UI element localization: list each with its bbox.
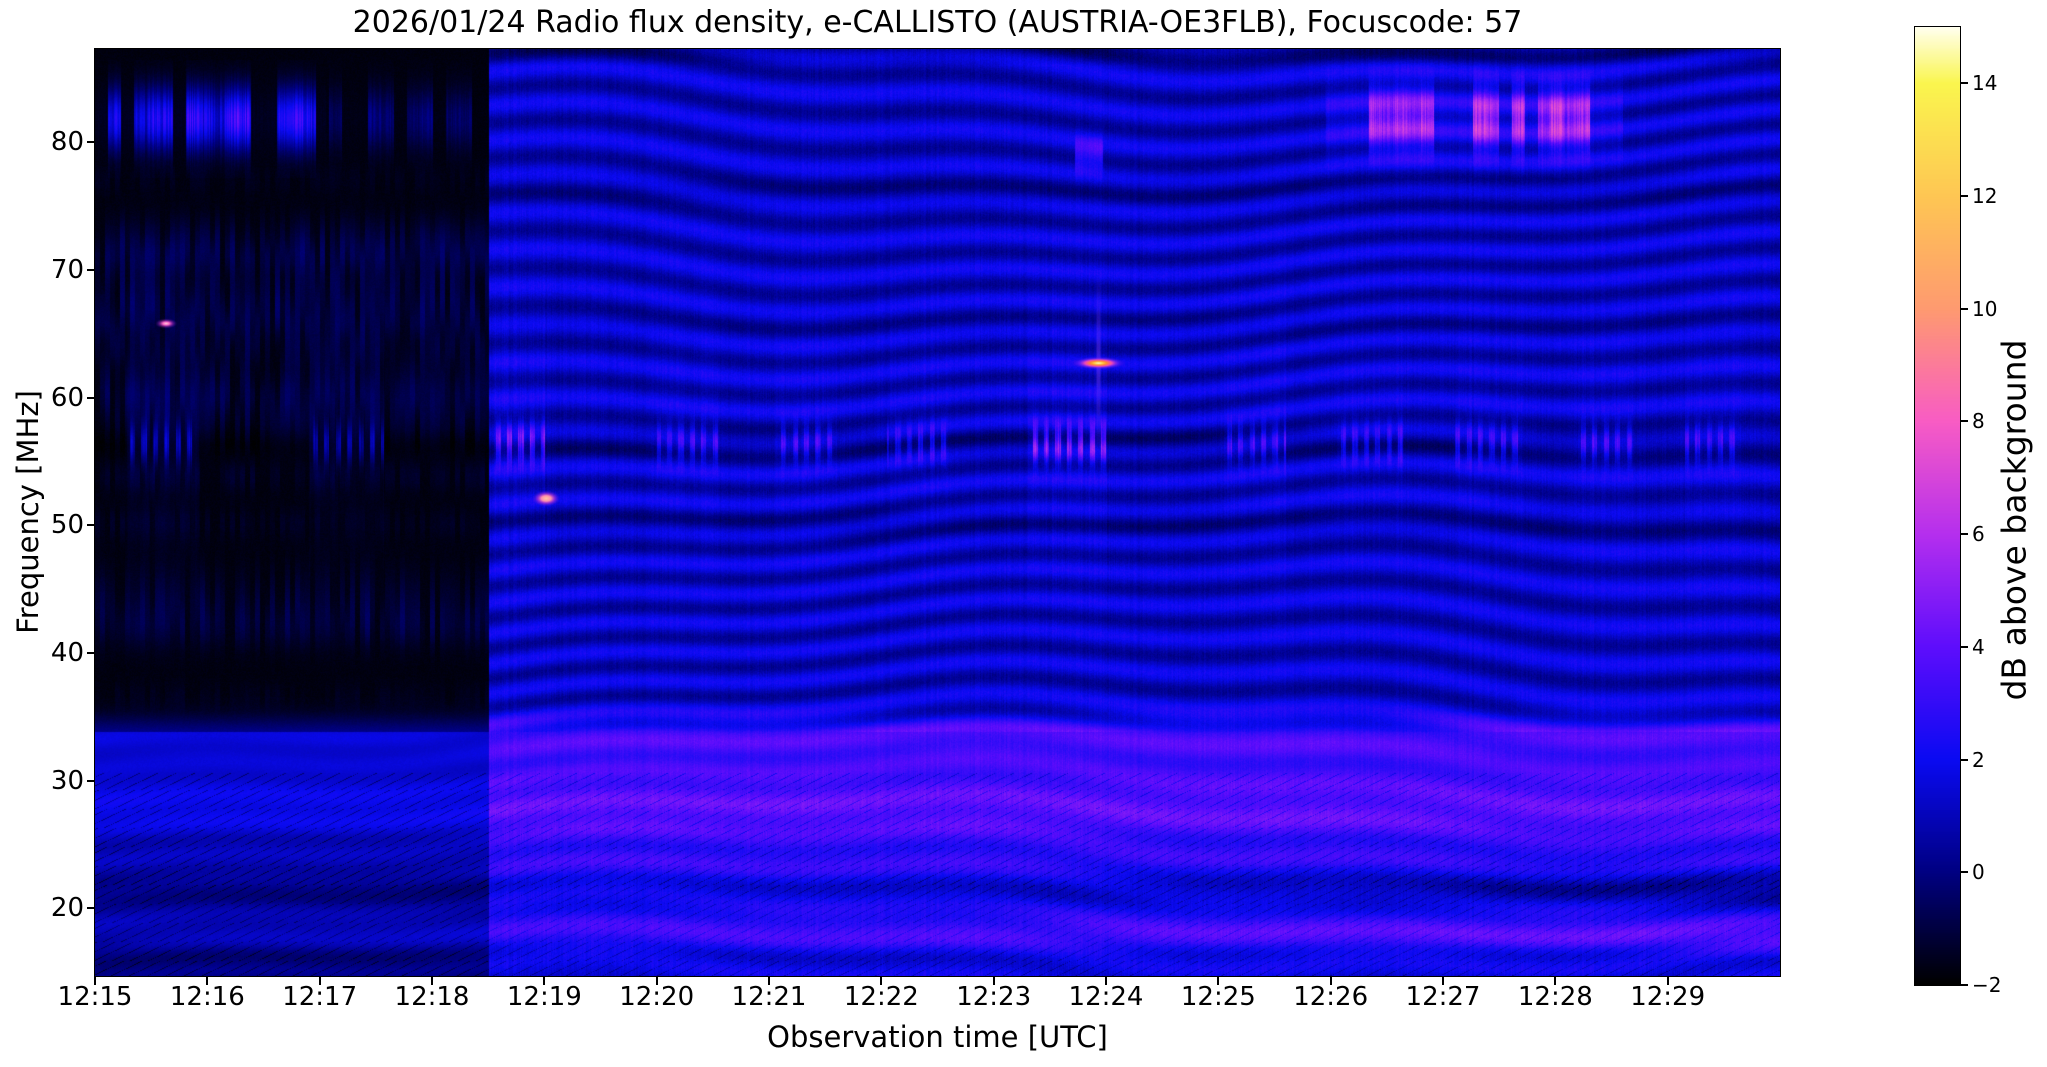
colorbar-tick xyxy=(1961,758,1968,761)
x-tick-label: 12:28 xyxy=(1517,982,1593,1012)
y-tick xyxy=(87,907,95,910)
x-tick xyxy=(206,977,209,985)
colorbar-label: dB above background xyxy=(1994,339,2034,701)
colorbar-tick xyxy=(1961,984,1968,986)
x-tick-label: 12:24 xyxy=(1068,982,1144,1012)
colorbar-tick-label: 0 xyxy=(1972,860,1985,885)
colorbar-canvas xyxy=(1915,27,1960,985)
y-tick xyxy=(87,651,95,654)
x-tick-label: 12:18 xyxy=(394,982,470,1012)
colorbar-tick xyxy=(1961,307,1968,310)
colorbar-tick-label: 2 xyxy=(1972,747,1985,772)
colorbar-tick-label: 14 xyxy=(1972,71,1998,96)
colorbar-tick-label: 4 xyxy=(1972,634,1985,659)
x-tick xyxy=(1554,977,1557,985)
x-tick xyxy=(880,977,883,985)
x-tick xyxy=(1217,977,1220,985)
x-tick-label: 12:19 xyxy=(506,982,582,1012)
x-tick-label: 12:20 xyxy=(619,982,695,1012)
y-tick-label: 20 xyxy=(50,893,84,924)
y-tick-label: 80 xyxy=(50,127,84,158)
x-tick-label: 12:29 xyxy=(1630,982,1706,1012)
x-tick-label: 12:27 xyxy=(1405,982,1481,1012)
colorbar-tick-label: 6 xyxy=(1972,522,1985,547)
x-tick xyxy=(318,977,321,985)
colorbar-tick xyxy=(1961,195,1968,198)
colorbar-tick-label: −2 xyxy=(1972,973,2002,997)
x-tick-label: 12:23 xyxy=(956,982,1032,1012)
x-tick xyxy=(94,977,96,985)
y-tick-label: 30 xyxy=(50,765,84,796)
y-tick xyxy=(87,141,95,144)
x-tick-label: 12:15 xyxy=(57,982,133,1012)
chart-title: 2026/01/24 Radio flux density, e-CALLIST… xyxy=(352,5,1523,40)
colorbar-tick-label: 10 xyxy=(1972,296,1998,321)
x-tick-label: 12:25 xyxy=(1180,982,1256,1012)
colorbar-tick xyxy=(1961,645,1968,648)
colorbar-tick xyxy=(1961,420,1968,423)
y-tick-label: 40 xyxy=(50,637,84,668)
colorbar-tick xyxy=(1961,82,1968,85)
x-axis-label: Observation time [UTC] xyxy=(767,1020,1108,1054)
x-tick xyxy=(992,977,995,985)
spectrogram-canvas xyxy=(95,49,1780,976)
y-tick-label: 50 xyxy=(50,510,84,541)
x-tick xyxy=(768,977,770,985)
x-tick xyxy=(431,977,433,985)
colorbar-tick xyxy=(1961,533,1968,536)
x-tick-label: 12:17 xyxy=(282,982,358,1012)
colorbar-tick xyxy=(1961,871,1968,874)
x-tick-label: 12:22 xyxy=(843,982,919,1012)
x-tick xyxy=(655,977,658,985)
x-tick xyxy=(1442,977,1444,985)
x-tick xyxy=(1105,977,1107,985)
x-tick-label: 12:21 xyxy=(731,982,807,1012)
x-tick-label: 12:16 xyxy=(169,982,245,1012)
y-tick xyxy=(87,524,95,527)
x-tick xyxy=(1666,977,1669,985)
y-tick xyxy=(87,396,95,399)
x-tick-label: 12:26 xyxy=(1293,982,1369,1012)
colorbar-tick-label: 8 xyxy=(1972,409,1985,434)
y-tick-label: 60 xyxy=(50,382,84,413)
y-tick xyxy=(87,268,95,271)
y-tick-label: 70 xyxy=(50,254,84,285)
x-tick xyxy=(1329,977,1332,985)
x-tick xyxy=(543,977,546,985)
y-tick xyxy=(87,779,95,782)
colorbar-tick-label: 12 xyxy=(1972,184,1998,209)
